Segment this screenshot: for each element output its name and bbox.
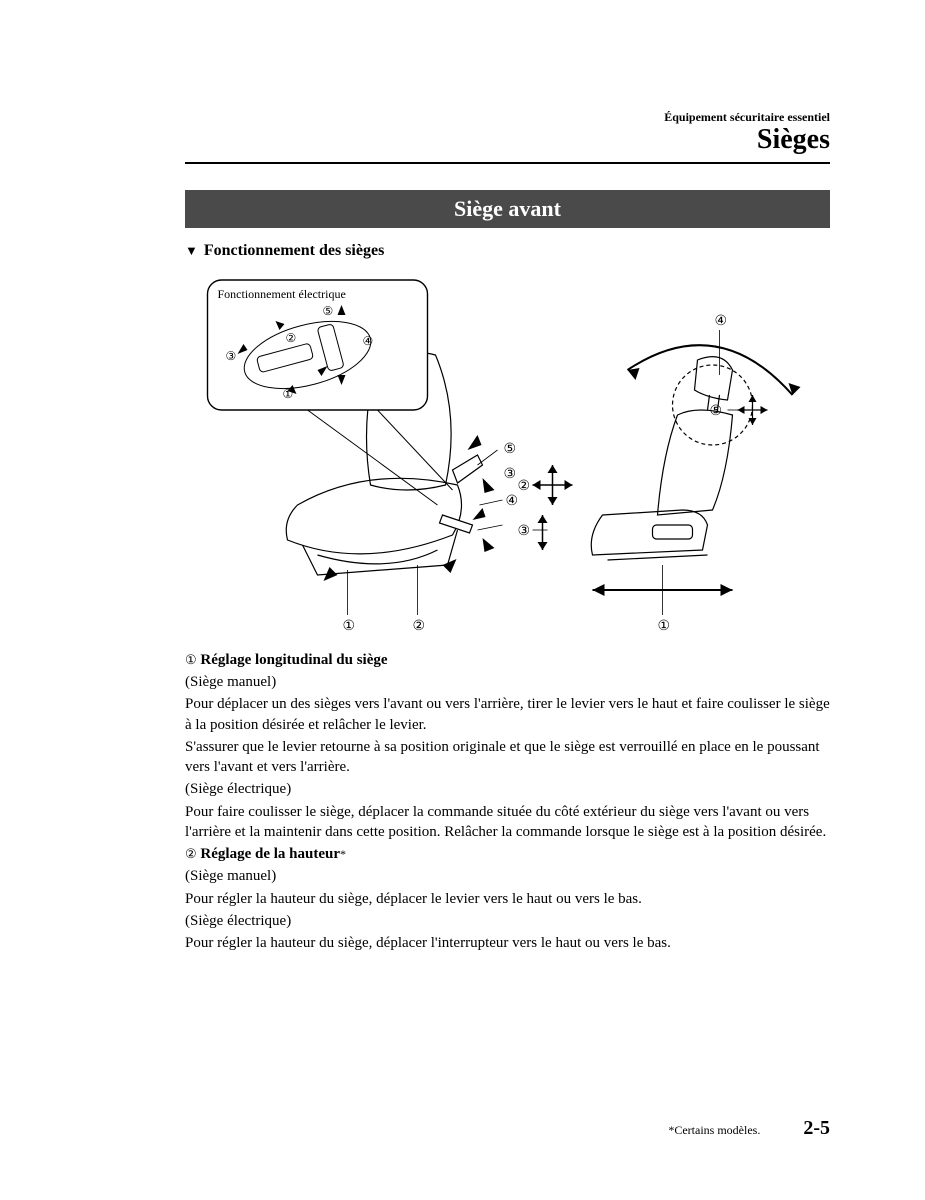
manual-callouts <box>348 450 503 615</box>
right-callout-4-icon: ④ <box>715 314 728 329</box>
item2-manual-label: (Siège manuel) <box>185 866 830 886</box>
item1-electric-label: (Siège électrique) <box>185 779 830 799</box>
right-callout-2-icon: ② <box>518 479 531 494</box>
body-text: ① Réglage longitudinal du siège (Siège m… <box>185 650 830 954</box>
item1-manual-label: (Siège manuel) <box>185 672 830 692</box>
seat-diagram: ① ② ⑤ ③ ④ Fonctionnement électrique <box>185 270 830 640</box>
item2-manual-text: Pour régler la hauteur du siège, déplace… <box>185 889 830 909</box>
seat-diagram-svg: ① ② ⑤ ③ ④ Fonctionnement électrique <box>185 270 830 640</box>
item2-electric-label: (Siège électrique) <box>185 911 830 931</box>
callout-4-icon: ④ <box>506 494 519 509</box>
callout-2-icon: ② <box>413 619 426 634</box>
callout-5-icon: ⑤ <box>504 442 517 457</box>
inset-callout-4-icon: ④ <box>363 334 374 348</box>
section-band: Siège avant <box>185 190 830 228</box>
item2-star: * <box>340 847 346 861</box>
section-title: Sièges <box>185 125 830 156</box>
page-number: 2-5 <box>803 1117 830 1139</box>
inset-callout-2-icon: ② <box>286 331 297 345</box>
right-callout-3-icon: ③ <box>518 524 531 539</box>
item2-marker-icon: ② <box>185 847 197 860</box>
inset-callout-1-icon: ① <box>283 387 294 401</box>
electric-seat-outline <box>533 345 801 596</box>
item1-manual-text1: Pour déplacer un des sièges vers l'avant… <box>185 694 830 735</box>
right-callout-1-icon: ① <box>658 619 671 634</box>
power-inset: Fonctionnement électrique <box>208 280 453 505</box>
inset-label: Fonctionnement électrique <box>218 287 346 301</box>
item1-electric-text: Pour faire coulisser le siège, déplacer … <box>185 802 830 843</box>
subsection-heading: ▼ Fonctionnement des sièges <box>185 242 830 260</box>
header-rule <box>185 162 830 164</box>
subsection-title: Fonctionnement des sièges <box>204 242 384 259</box>
inset-callout-3-icon: ③ <box>226 349 237 363</box>
right-callout-5-icon: ⑤ <box>710 404 723 419</box>
callout-1-icon: ① <box>343 619 356 634</box>
item2-title: Réglage de la hauteur <box>200 846 340 862</box>
manual-arrows <box>324 435 495 581</box>
item2-electric-text: Pour régler la hauteur du siège, déplace… <box>185 933 830 953</box>
page-header: Équipement sécuritaire essentiel Sièges <box>185 110 830 156</box>
inset-callout-5-icon: ⑤ <box>323 304 334 318</box>
page-footer: *Certains modèles. 2-5 <box>185 1117 830 1140</box>
manual-page: Équipement sécuritaire essentiel Sièges … <box>0 0 925 1200</box>
callout-3-icon: ③ <box>504 467 517 482</box>
item1-manual-text2: S'assurer que le levier retourne à sa po… <box>185 737 830 778</box>
footnote: *Certains modèles. <box>668 1123 760 1137</box>
item1-title: Réglage longitudinal du siège <box>200 652 387 668</box>
item1-marker-icon: ① <box>185 653 197 666</box>
triangle-icon: ▼ <box>185 243 198 259</box>
chapter-title: Équipement sécuritaire essentiel <box>185 110 830 125</box>
